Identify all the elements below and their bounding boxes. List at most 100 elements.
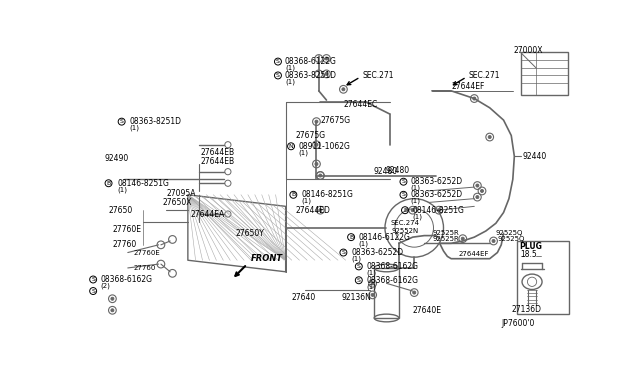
Circle shape bbox=[492, 240, 495, 243]
Text: (1): (1) bbox=[351, 256, 361, 262]
Text: 27650X: 27650X bbox=[163, 198, 192, 207]
Text: S: S bbox=[401, 192, 405, 197]
Text: SEC.274: SEC.274 bbox=[390, 220, 419, 226]
Text: 27760E: 27760E bbox=[134, 250, 161, 256]
Text: 08146-8251G: 08146-8251G bbox=[413, 206, 465, 215]
Circle shape bbox=[488, 135, 492, 139]
Text: B: B bbox=[106, 181, 111, 186]
Circle shape bbox=[325, 57, 328, 60]
Text: 27644ED: 27644ED bbox=[296, 206, 330, 215]
Circle shape bbox=[476, 196, 479, 199]
Text: N: N bbox=[289, 144, 293, 149]
Text: 27644EA: 27644EA bbox=[191, 209, 225, 218]
Text: 08368-6162G: 08368-6162G bbox=[367, 276, 419, 285]
Text: 27640E: 27640E bbox=[413, 306, 442, 315]
Text: 27760: 27760 bbox=[134, 265, 156, 271]
Text: 27644EB: 27644EB bbox=[201, 148, 235, 157]
Bar bbox=[516, 241, 569, 314]
Text: PLUG: PLUG bbox=[519, 242, 542, 251]
Circle shape bbox=[315, 163, 318, 166]
Circle shape bbox=[461, 237, 464, 240]
Text: 08911-1062G: 08911-1062G bbox=[299, 142, 351, 151]
Text: (1): (1) bbox=[367, 269, 376, 276]
Text: B: B bbox=[349, 235, 353, 240]
Text: B: B bbox=[403, 208, 407, 213]
Text: 08368-6162G: 08368-6162G bbox=[367, 262, 419, 271]
Text: 08368-6162G: 08368-6162G bbox=[101, 275, 153, 284]
Text: (1): (1) bbox=[117, 186, 127, 193]
Bar bbox=[520, 52, 568, 95]
Text: 92552N: 92552N bbox=[392, 228, 419, 234]
Text: 27644EC: 27644EC bbox=[344, 100, 378, 109]
Circle shape bbox=[371, 282, 374, 285]
Circle shape bbox=[473, 97, 476, 100]
Text: 27644EF: 27644EF bbox=[459, 251, 490, 257]
Text: S: S bbox=[342, 250, 346, 255]
Circle shape bbox=[411, 209, 414, 212]
Text: 27644EF: 27644EF bbox=[451, 83, 484, 92]
Text: S: S bbox=[276, 59, 280, 64]
Text: (1): (1) bbox=[367, 283, 376, 290]
Text: 92525R: 92525R bbox=[433, 237, 460, 243]
Text: 92525R: 92525R bbox=[433, 230, 460, 236]
Text: 27650Y: 27650Y bbox=[236, 229, 264, 238]
Text: (1): (1) bbox=[410, 198, 420, 204]
Text: S: S bbox=[357, 278, 361, 283]
Text: 27760E: 27760E bbox=[113, 225, 141, 234]
Text: (1): (1) bbox=[410, 185, 420, 191]
Text: S: S bbox=[120, 119, 124, 124]
Text: 08368-6122G: 08368-6122G bbox=[285, 57, 337, 66]
Text: (1): (1) bbox=[285, 64, 295, 71]
Text: S: S bbox=[92, 277, 95, 282]
Text: (2): (2) bbox=[101, 282, 111, 289]
Text: 08363-6252D: 08363-6252D bbox=[410, 177, 463, 186]
Text: 92440: 92440 bbox=[522, 152, 547, 161]
Text: S: S bbox=[357, 264, 361, 269]
Text: 08363-6252D: 08363-6252D bbox=[351, 248, 403, 257]
Text: S: S bbox=[92, 289, 95, 294]
Text: SEC.271: SEC.271 bbox=[363, 71, 394, 80]
Text: S: S bbox=[276, 73, 280, 78]
Text: (1): (1) bbox=[299, 149, 308, 156]
Text: 27640: 27640 bbox=[291, 293, 316, 302]
Text: 27675G: 27675G bbox=[320, 116, 351, 125]
Text: (1): (1) bbox=[413, 213, 422, 219]
Text: 92480: 92480 bbox=[386, 166, 410, 174]
Circle shape bbox=[476, 184, 479, 187]
Circle shape bbox=[319, 209, 322, 212]
Text: 08363-8251D: 08363-8251D bbox=[129, 117, 181, 126]
Circle shape bbox=[371, 294, 374, 296]
Circle shape bbox=[315, 120, 318, 123]
Text: 27000X: 27000X bbox=[513, 45, 543, 55]
Circle shape bbox=[111, 309, 114, 312]
Circle shape bbox=[413, 291, 416, 294]
Text: (1): (1) bbox=[359, 240, 369, 247]
Text: 27760: 27760 bbox=[113, 240, 137, 249]
Circle shape bbox=[315, 143, 318, 146]
Text: FRONT: FRONT bbox=[251, 254, 283, 263]
Circle shape bbox=[111, 297, 114, 300]
Text: 18.5: 18.5 bbox=[520, 250, 536, 259]
Text: 92490: 92490 bbox=[105, 154, 129, 163]
Text: 92525Q: 92525Q bbox=[496, 230, 524, 236]
Text: 08146-6122G: 08146-6122G bbox=[359, 232, 411, 242]
Text: JP7600'0: JP7600'0 bbox=[501, 319, 534, 328]
Text: 08363-8251D: 08363-8251D bbox=[285, 71, 337, 80]
Text: 27644EB: 27644EB bbox=[201, 157, 235, 166]
Text: B: B bbox=[291, 192, 296, 197]
Text: (1): (1) bbox=[301, 198, 311, 204]
Text: 27095A: 27095A bbox=[166, 189, 196, 198]
Circle shape bbox=[437, 209, 440, 212]
Text: 08146-8251G: 08146-8251G bbox=[117, 179, 169, 188]
Circle shape bbox=[481, 189, 484, 192]
Circle shape bbox=[319, 174, 322, 177]
Text: (1): (1) bbox=[285, 78, 295, 85]
Text: SEC.271: SEC.271 bbox=[469, 71, 500, 80]
Text: 92480: 92480 bbox=[374, 167, 398, 176]
Bar bbox=[374, 268, 399, 318]
Text: S: S bbox=[401, 179, 405, 184]
Text: 92525Q: 92525Q bbox=[497, 237, 525, 243]
Text: 92136N: 92136N bbox=[342, 293, 372, 302]
Text: 08363-6252D: 08363-6252D bbox=[410, 190, 463, 199]
Circle shape bbox=[325, 73, 328, 76]
